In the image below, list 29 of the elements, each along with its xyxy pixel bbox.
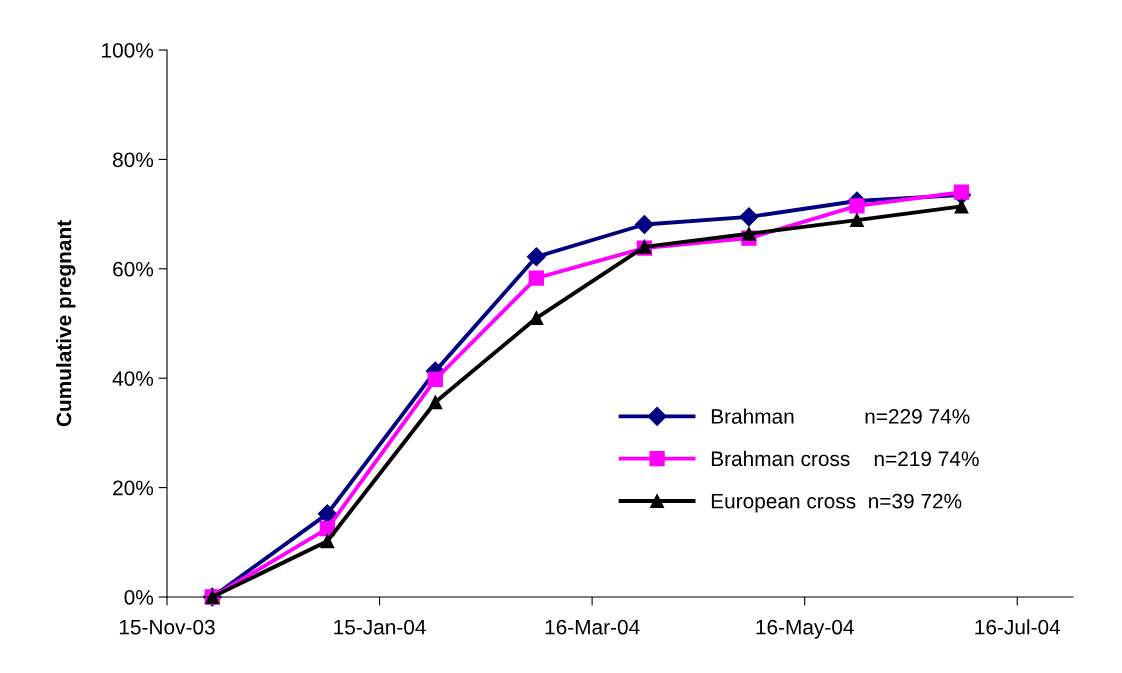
- y-tick-label: 0%: [124, 590, 154, 605]
- x-tick-label: 16-Jul-04: [975, 619, 1061, 635]
- point: [529, 311, 544, 325]
- legend-label: European cross n=39 72%: [711, 493, 962, 513]
- x-tick-label: 15-Jan-04: [334, 619, 426, 635]
- point: [317, 504, 337, 524]
- y-tick-label: 80%: [113, 152, 154, 168]
- point: [850, 213, 864, 228]
- y-tick-label: 100%: [102, 43, 154, 58]
- y-tick-label: 20%: [113, 480, 154, 496]
- point: [427, 371, 443, 387]
- point: [739, 207, 759, 227]
- point: [528, 270, 545, 286]
- legend-label: Brahman cross n=219 74%: [711, 450, 979, 467]
- point: [741, 226, 756, 241]
- point: [526, 247, 546, 267]
- x-tick-label: 15-Nov-03: [119, 619, 215, 635]
- x-tick-label: 16-May-04: [756, 619, 854, 639]
- x-tick-label: 16-Mar-04: [545, 619, 640, 635]
- y-tick-label: 60%: [113, 261, 154, 277]
- point: [953, 184, 970, 200]
- point: [634, 214, 654, 235]
- legend-label: Brahman n=229 74%: [711, 408, 970, 424]
- y-tick-label: 40%: [112, 371, 154, 386]
- point: [428, 395, 443, 410]
- y-axis-title: Cumulative pregnant: [56, 220, 76, 427]
- point: [849, 198, 865, 214]
- point: [954, 199, 969, 214]
- point: [320, 534, 335, 549]
